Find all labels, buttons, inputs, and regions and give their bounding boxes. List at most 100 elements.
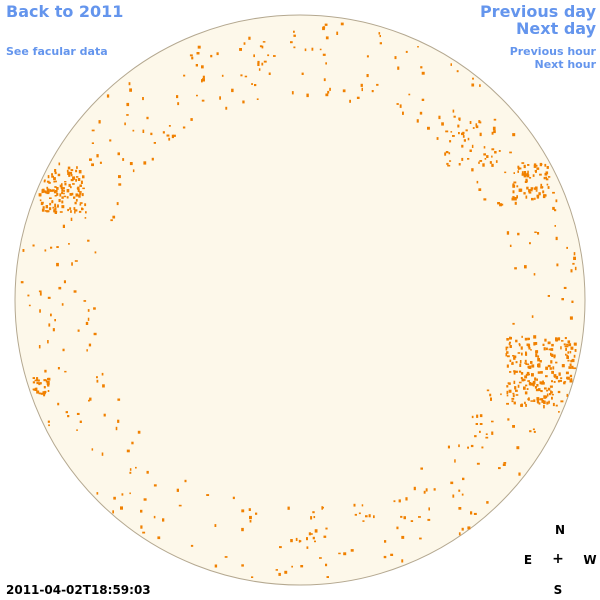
facula-dot (566, 393, 568, 397)
back-to-year-link[interactable]: Back to 2011 (6, 2, 124, 21)
facula-dot (20, 281, 24, 284)
previous-hour-link[interactable]: Previous hour (509, 45, 596, 58)
facula-dot (557, 380, 560, 383)
facula-dot (491, 155, 493, 158)
facula-dot (570, 360, 573, 363)
facula-dot (453, 115, 456, 118)
facula-dot (168, 125, 171, 127)
facula-dot (509, 341, 511, 344)
facula-dot (249, 515, 252, 520)
facula-dot (508, 382, 511, 385)
facula-dot (509, 336, 512, 340)
facula-dot (498, 467, 501, 470)
facula-dot (516, 185, 519, 188)
facula-dot (452, 494, 455, 498)
facula-dot (427, 126, 430, 130)
facula-dot (567, 340, 571, 343)
facula-dot (457, 124, 460, 128)
facula-dot (376, 83, 379, 86)
facula-dot (361, 87, 363, 92)
facula-dot (56, 205, 59, 208)
facula-dot (509, 359, 512, 362)
facula-dot (44, 191, 48, 194)
facula-dot (210, 54, 213, 58)
facula-dot (86, 349, 88, 352)
facula-dot (512, 322, 515, 325)
facula-dot (512, 190, 515, 194)
facula-dot (537, 358, 540, 362)
facula-dot (66, 169, 69, 173)
facula-dot (512, 394, 515, 398)
facula-dot (458, 444, 460, 448)
facula-dot (325, 62, 327, 65)
facula-dot (530, 187, 534, 190)
facula-dot (525, 373, 528, 376)
facula-dot (555, 339, 558, 342)
facula-dot (373, 515, 375, 519)
facula-dot (530, 400, 534, 402)
facula-dot (511, 400, 514, 403)
facula-dot (563, 381, 567, 383)
facula-dot (45, 379, 48, 383)
facula-dot (129, 468, 132, 471)
facula-dot (458, 163, 461, 166)
facula-dot (469, 121, 472, 124)
facula-dot (461, 157, 464, 161)
facula-dot (573, 252, 576, 256)
facula-dot (61, 205, 65, 209)
facula-dot (538, 192, 541, 196)
facula-dot (96, 492, 99, 495)
next-day-link[interactable]: Next day (516, 19, 596, 38)
facula-dot (528, 382, 531, 386)
facula-dot (70, 169, 74, 172)
facula-dot (306, 546, 309, 549)
facula-dot (129, 162, 133, 166)
facula-dot (79, 202, 83, 204)
facula-dot (528, 189, 531, 193)
facula-dot (98, 120, 101, 124)
facula-dot (551, 353, 554, 357)
facula-dot (293, 34, 296, 37)
facula-dot (561, 340, 564, 342)
facula-dot (340, 22, 344, 26)
facula-dot (129, 471, 132, 474)
previous-day-link[interactable]: Previous day (479, 2, 596, 21)
facula-dot (535, 190, 538, 192)
facula-dot (545, 171, 549, 175)
facula-dot (267, 54, 270, 57)
facula-dot (41, 191, 43, 194)
facula-dot (75, 199, 78, 202)
facula-dot (456, 70, 459, 73)
facula-dot (401, 559, 404, 563)
facula-dot (517, 384, 520, 388)
facula-dot (41, 208, 45, 212)
facula-dot (547, 364, 551, 368)
facula-dot (493, 118, 497, 121)
facula-dot (176, 488, 179, 492)
facula-dot (253, 54, 255, 58)
facula-dot (525, 403, 527, 407)
facula-dot (555, 199, 558, 203)
facula-dot (325, 36, 329, 40)
facula-dot (483, 153, 486, 156)
facula-dot (66, 196, 69, 199)
facula-dot (463, 139, 466, 142)
see-facular-data-link[interactable]: See facular data (6, 45, 108, 58)
facula-dot (532, 380, 536, 385)
facula-dot (491, 431, 494, 435)
next-hour-link[interactable]: Next hour (534, 58, 597, 71)
facula-dot (81, 207, 83, 211)
facula-dot (427, 518, 431, 521)
facula-dot (87, 309, 90, 312)
facula-dot (551, 393, 554, 396)
facula-dot (534, 377, 537, 381)
facula-dot (514, 267, 517, 270)
facula-dot (38, 345, 41, 349)
facula-dot (449, 160, 452, 162)
facula-dot (416, 119, 419, 123)
facula-dot (537, 363, 540, 368)
facula-dot (314, 529, 318, 533)
facular-features (20, 22, 577, 578)
facula-dot (523, 379, 526, 381)
